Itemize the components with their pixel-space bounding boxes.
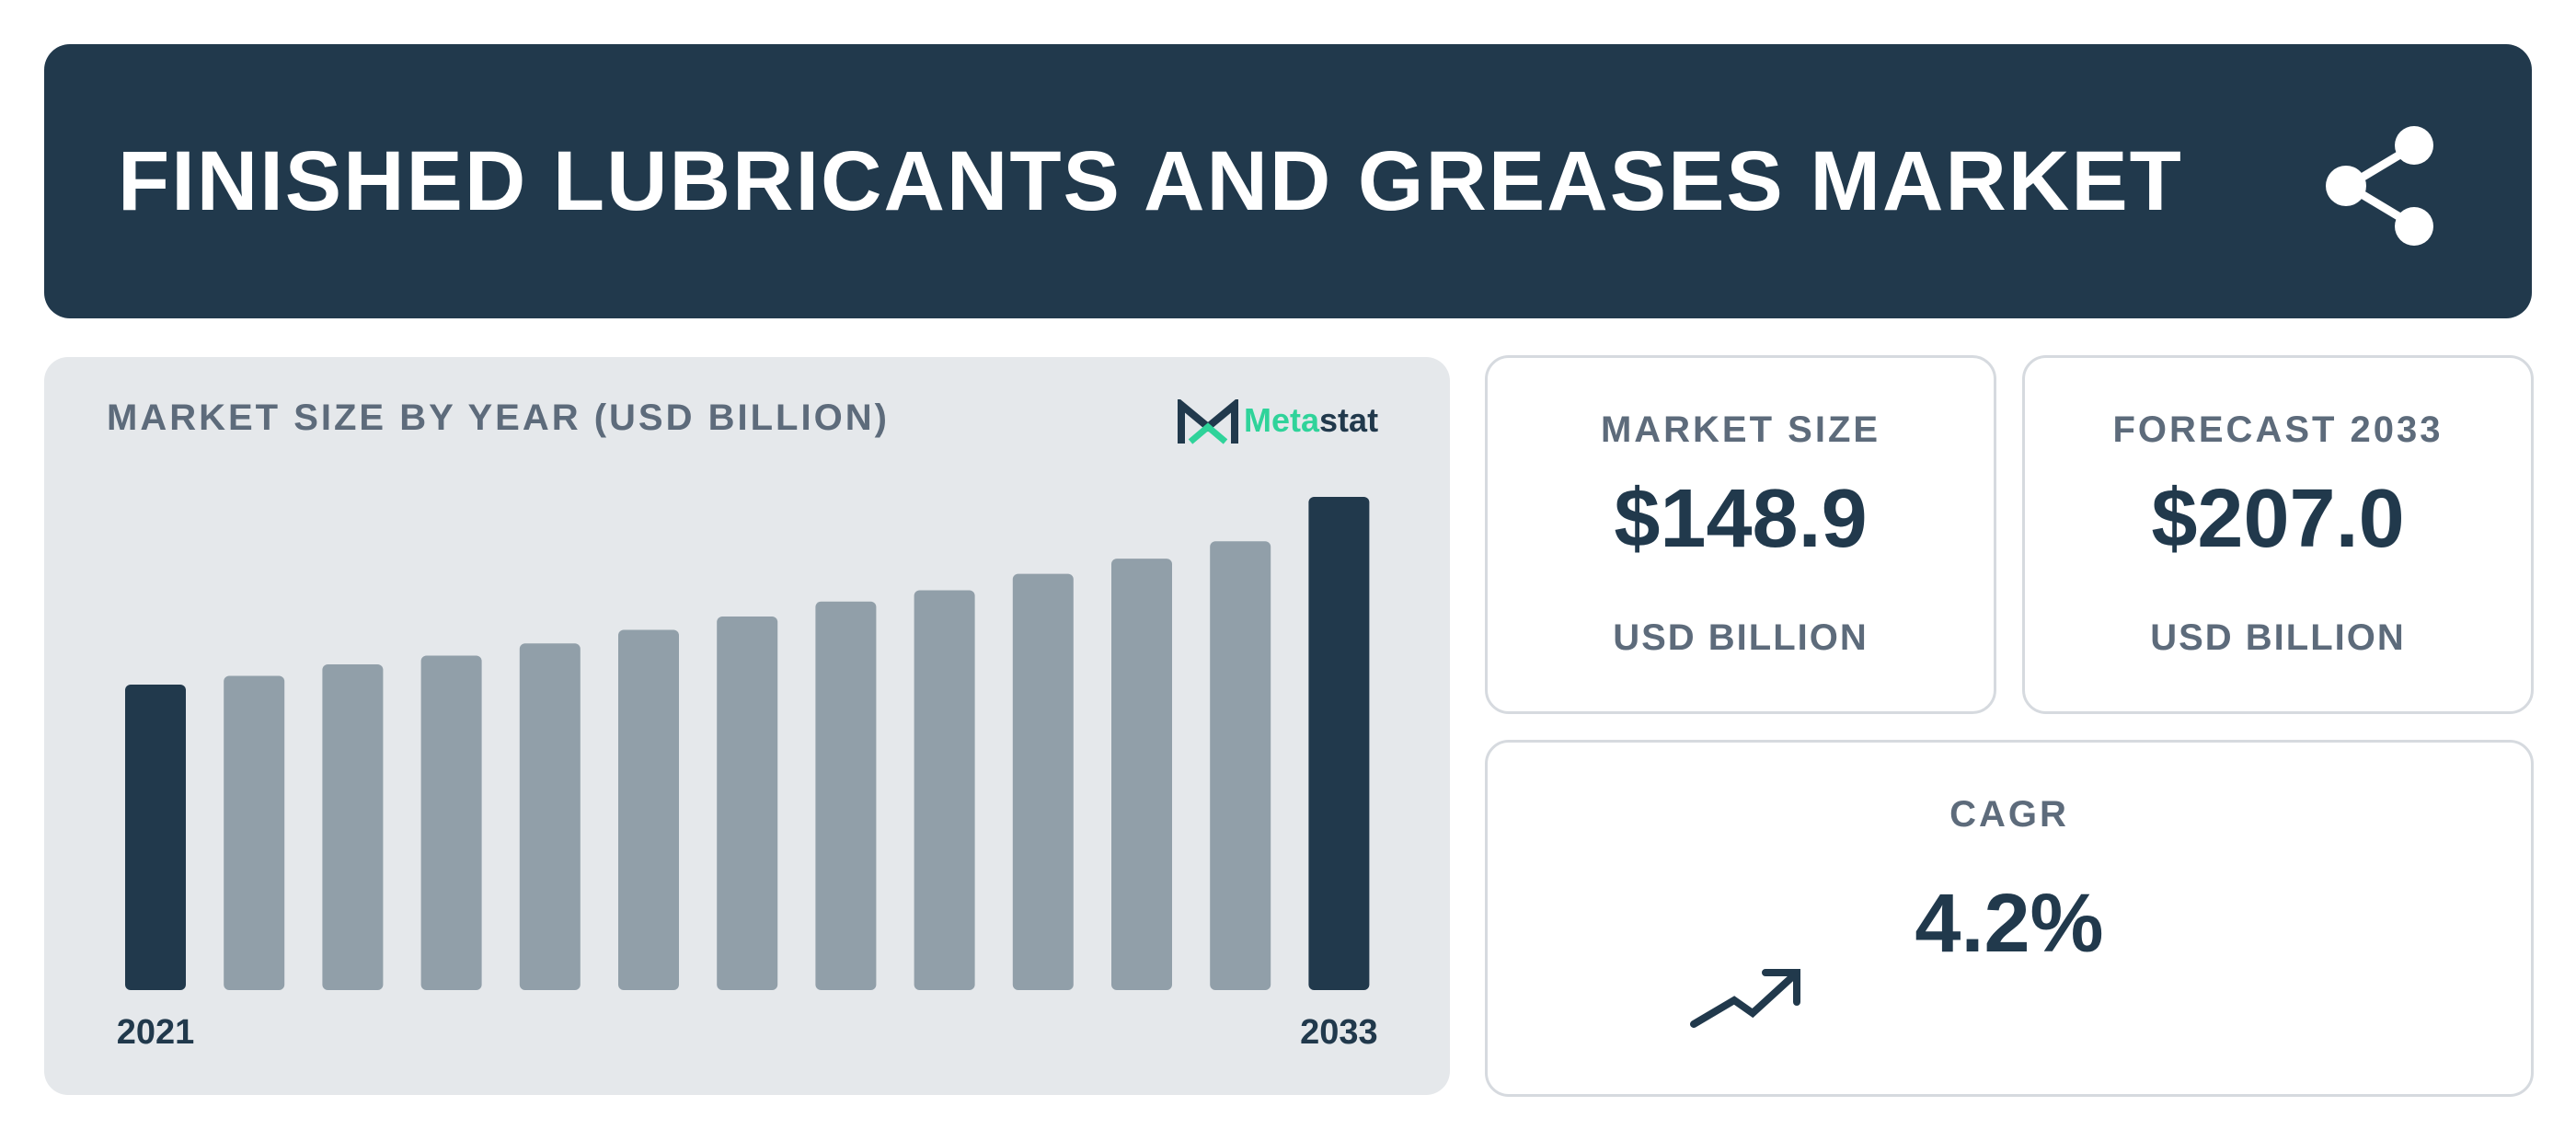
tick-label-2021: 2021 (117, 1013, 195, 1052)
market-size-label: MARKET SIZE (1600, 409, 1881, 450)
forecast-card: FORECAST 2033 $207.0 USD BILLION (2022, 355, 2534, 714)
bar-2028 (815, 601, 877, 990)
chart-panel: MARKET SIZE BY YEAR (USD BILLION) Metast… (44, 357, 1450, 1095)
brand-name-part1: Meta (1244, 401, 1320, 439)
forecast-label: FORECAST 2033 (2112, 409, 2444, 450)
cagr-value: 4.2% (1915, 878, 2104, 970)
bar-2026 (618, 629, 679, 990)
forecast-unit: USD BILLION (2150, 617, 2406, 658)
chart-title: MARKET SIZE BY YEAR (USD BILLION) (107, 398, 890, 438)
bar-2022 (224, 675, 285, 990)
brand-name-part2: stat (1319, 401, 1379, 439)
bar-2025 (519, 643, 581, 990)
bar-2023 (322, 664, 384, 990)
bar-2033 (1308, 497, 1370, 990)
cagr-label: CAGR (1949, 794, 2069, 835)
bar-2021 (125, 685, 186, 990)
market-size-card: MARKET SIZE $148.9 USD BILLION (1485, 355, 1996, 714)
bar-2029 (914, 590, 975, 990)
bar-2030 (1012, 573, 1074, 990)
share-icon[interactable] (2315, 121, 2444, 250)
bar-2031 (1111, 559, 1172, 990)
bar-2032 (1210, 541, 1271, 990)
bar-2027 (717, 617, 778, 990)
bar-2024 (420, 655, 482, 990)
header-banner: FINISHED LUBRICANTS AND GREASES MARKET (44, 44, 2532, 318)
brand-logo: Metastat (1178, 396, 1408, 451)
market-size-value: $148.9 (1614, 473, 1868, 565)
trend-up-icon (1690, 969, 1800, 1028)
cagr-card: CAGR 4.2% (1485, 740, 2534, 1097)
market-size-unit: USD BILLION (1613, 617, 1869, 658)
forecast-value: $207.0 (2151, 473, 2405, 565)
tick-label-2033: 2033 (1300, 1013, 1378, 1052)
bar-chart: 2021 2033 (117, 497, 1378, 1052)
metastat-logo-icon (1178, 399, 1238, 444)
brand-name: Metastat (1244, 401, 1378, 440)
page-title: FINISHED LUBRICANTS AND GREASES MARKET (118, 134, 2183, 228)
